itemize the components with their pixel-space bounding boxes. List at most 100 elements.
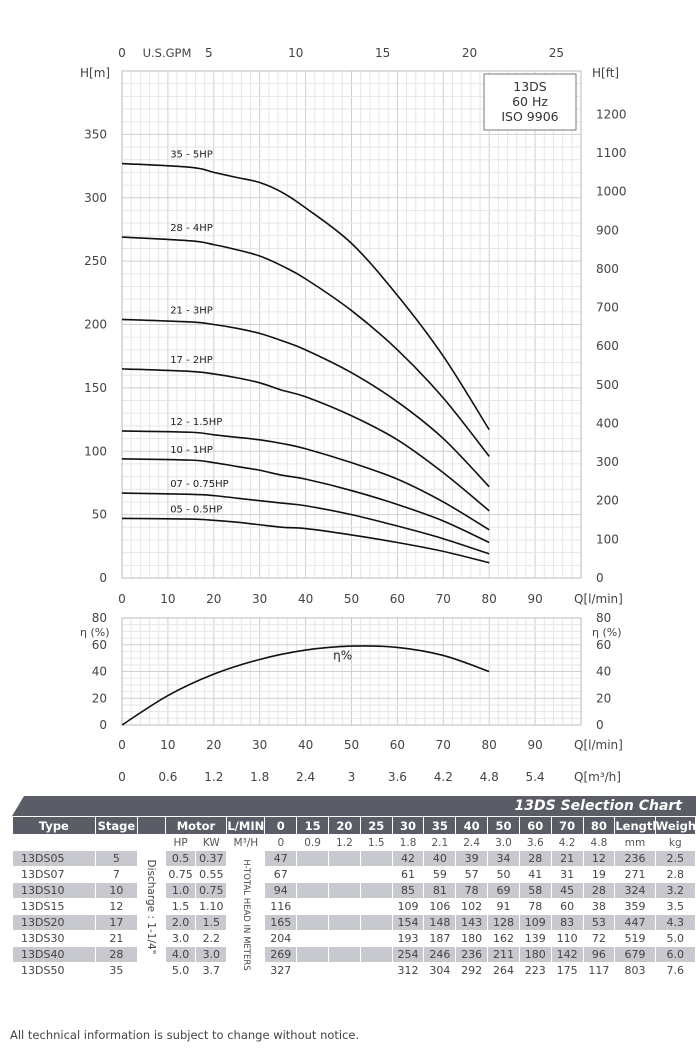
cell-head: 162	[487, 930, 520, 947]
eff-x-label: Q[l/min]	[574, 738, 623, 752]
eff-y-tick-left: 80	[92, 611, 107, 625]
cell-head: 143	[455, 914, 489, 931]
discharge-cell: Discharge : 1-1/4"	[137, 834, 166, 979]
efficiency-curve-label: η%	[333, 648, 352, 662]
cell-head: 85	[391, 882, 425, 899]
disclaimer-note: All technical information is subject to …	[10, 1028, 360, 1042]
model-box-line: 60 Hz	[512, 94, 548, 109]
selection-chart-header: 13DS Selection Chart	[12, 796, 696, 816]
y-tick-label-right: 1200	[596, 107, 627, 121]
cell-head: 12	[582, 850, 616, 867]
cell-head	[359, 914, 393, 931]
unit-flow-m3h: 0	[264, 834, 298, 851]
x-axis-label: Q[l/min]	[574, 592, 623, 606]
cell-head: 19	[582, 866, 616, 883]
y-tick-label-right: 500	[596, 378, 619, 392]
cell-head: 154	[391, 914, 425, 931]
cell-head: 211	[487, 946, 520, 963]
units-row: Discharge : 1-1/4" HP KW M³/H 0 0.9 1.2 1.5 1.8 2…	[12, 834, 697, 979]
col-flow: 70	[550, 816, 584, 835]
cell-weight: 3.5	[654, 898, 697, 915]
col-stage: Stage	[94, 816, 139, 835]
cell-stage: 21	[94, 930, 139, 947]
cell-stage: 35	[94, 962, 139, 979]
col-motor: Motor	[164, 816, 228, 835]
cell-head	[328, 866, 361, 883]
cell-kw: 1.5	[195, 914, 228, 931]
cell-head: 102	[455, 898, 489, 915]
x-tick-label: 70	[436, 592, 451, 606]
y-tick-label-right: 900	[596, 223, 619, 237]
head-curve	[121, 430, 490, 531]
cell-head: 180	[518, 946, 552, 963]
cell-head: 148	[423, 914, 457, 931]
table-row: 13DS15 12 1.5 1.10 116 109 106 102 91 78 60 38 359 3.…	[12, 898, 697, 915]
y-tick-label-right: 100	[596, 532, 619, 546]
eff-y-tick-left: 40	[92, 665, 107, 679]
cell-head: 106	[423, 898, 457, 915]
y-axis-label-right: H[ft]	[592, 66, 619, 80]
cell-length: 803	[614, 962, 656, 979]
cell-head: 58	[518, 882, 552, 899]
eff-x-tick: 40	[298, 738, 313, 752]
unit-flow-m3h: 1.2	[328, 834, 361, 851]
cell-length: 324	[614, 882, 656, 899]
table-header-row: Type Stage Motor L/MIN 0 15 20 25 30 35 40 50 …	[12, 816, 697, 835]
cell-head: 292	[455, 962, 489, 979]
cell-head: 96	[582, 946, 616, 963]
cell-hp: 1.0	[164, 882, 197, 899]
cell-head	[359, 946, 393, 963]
cell-head: 109	[518, 914, 552, 931]
cell-head: 81	[423, 882, 457, 899]
eff-x-tick: 10	[160, 738, 175, 752]
col-type: Type	[12, 816, 96, 835]
cell-head: 91	[487, 898, 520, 915]
cell-head: 78	[455, 882, 489, 899]
cell-head: 28	[518, 850, 552, 867]
m3h-tick: 1.8	[250, 770, 269, 784]
cell-head: 34	[487, 850, 520, 867]
cell-head: 57	[455, 866, 489, 883]
cell-head: 31	[550, 866, 584, 883]
col-length: Length	[614, 816, 656, 835]
y-tick-label-right: 800	[596, 262, 619, 276]
col-flow: 30	[391, 816, 425, 835]
cell-length: 271	[614, 866, 656, 883]
col-blank	[137, 816, 166, 835]
cell-head: 223	[518, 962, 552, 979]
cell-head: 142	[550, 946, 584, 963]
m3h-tick: 1.2	[204, 770, 223, 784]
selection-chart: 13DS Selection Chart Type Stage Motor L/…	[12, 796, 697, 979]
unit-flow-m3h: 1.8	[391, 834, 425, 851]
eff-y-tick-left: 60	[92, 638, 107, 652]
table-row: 13DS50 35 5.0 3.7 327 312 304 292 264 223 175 117 80…	[12, 962, 697, 979]
cell-head: 139	[518, 930, 552, 947]
curve-label: 05 - 0.5HP	[170, 504, 222, 515]
table-row: 13DS05 5 0.5 0.37 H-TOTAL HEAD IN METERS 47 42…	[12, 850, 697, 979]
cell-head	[296, 866, 329, 883]
cell-head: 42	[391, 850, 425, 867]
cell-weight: 6.0	[654, 946, 697, 963]
cell-stage: 17	[94, 914, 139, 931]
cell-head: 72	[582, 930, 616, 947]
eff-y-tick-left: 0	[99, 718, 107, 732]
pump-curves-figure: 0501001502002503003500100200300400500600…	[80, 46, 627, 784]
cell-kw: 3.0	[195, 946, 228, 963]
col-flow: 80	[582, 816, 616, 835]
cell-hp: 5.0	[164, 962, 197, 979]
cell-head: 28	[582, 882, 616, 899]
cell-kw: 2.2	[195, 930, 228, 947]
cell-stage: 10	[94, 882, 139, 899]
unit-flow-m3h: 1.5	[359, 834, 393, 851]
cell-type: 13DS05	[12, 850, 96, 867]
units-cell-blank	[94, 834, 139, 851]
cell-stage: 7	[94, 866, 139, 883]
table-row: 13DS30 21 3.0 2.2 204 193 187 180 162 139 110 72 519…	[12, 930, 697, 947]
cell-head: 110	[550, 930, 584, 947]
m3h-tick: 5.4	[526, 770, 545, 784]
cell-kw: 0.37	[195, 850, 228, 867]
curve-label: 21 - 3HP	[170, 305, 213, 316]
col-flow: 20	[328, 816, 361, 835]
